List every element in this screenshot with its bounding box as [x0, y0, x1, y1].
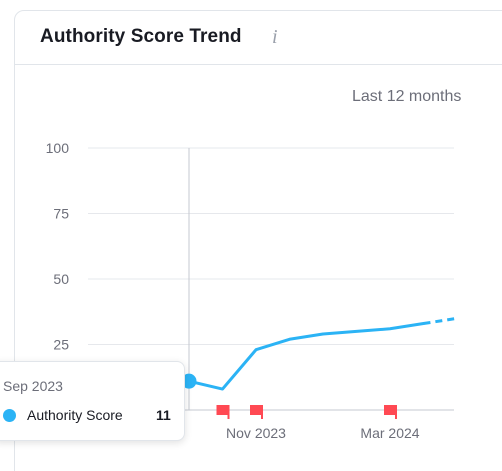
widget-title: Authority Score Trend	[40, 26, 242, 47]
x-tick-label: Nov 2023	[226, 425, 286, 441]
widget-header: Authority Score Trend i	[15, 11, 502, 65]
y-tick-label: 100	[46, 140, 70, 156]
flag-body	[384, 405, 396, 415]
x-tick-label: Mar 2024	[360, 425, 419, 441]
flag-body	[250, 405, 262, 415]
y-tick-label: 75	[53, 206, 69, 222]
event-flag-icon[interactable]	[216, 405, 230, 419]
flag-body	[216, 405, 229, 415]
series-color-dot	[3, 409, 16, 422]
y-tick-label: 25	[53, 337, 69, 353]
series-line-forecast	[423, 316, 458, 326]
tooltip-date: Sep 2023	[3, 378, 63, 394]
event-flag-icon[interactable]	[250, 405, 263, 419]
tooltip-series-label: Authority Score	[27, 407, 123, 423]
info-icon[interactable]: i	[272, 26, 278, 48]
highlighted-point	[181, 373, 197, 389]
chart-tooltip: Sep 2023 Authority Score 11	[0, 361, 185, 441]
y-tick-label: 50	[53, 271, 69, 287]
event-flag-icon[interactable]	[384, 405, 397, 419]
tooltip-series-value: 11	[156, 407, 171, 423]
period-label[interactable]: Last 12 months	[352, 88, 462, 105]
series-line-authority-score	[187, 322, 425, 391]
